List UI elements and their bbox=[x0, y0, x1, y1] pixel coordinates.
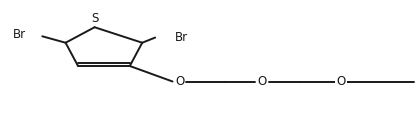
Text: O: O bbox=[258, 75, 267, 88]
Text: Br: Br bbox=[176, 31, 188, 44]
Text: O: O bbox=[337, 75, 346, 88]
Text: O: O bbox=[175, 75, 184, 88]
Text: S: S bbox=[91, 12, 98, 25]
Text: Br: Br bbox=[13, 29, 26, 41]
